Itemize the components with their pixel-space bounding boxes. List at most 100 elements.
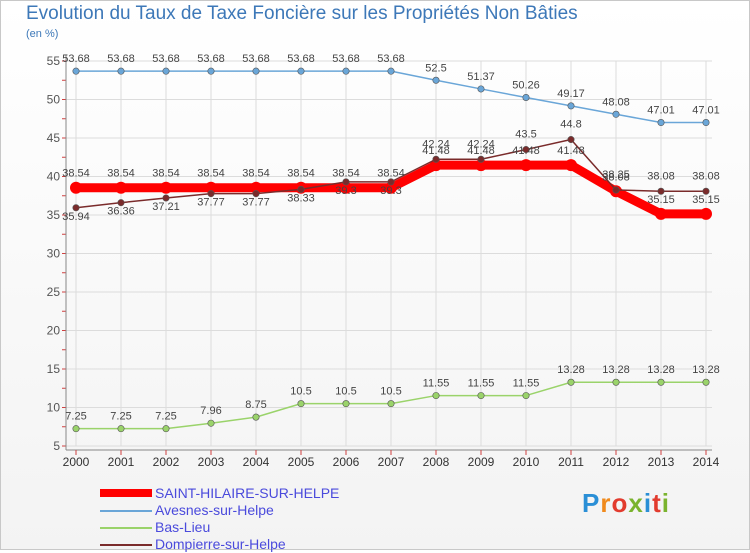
- data-label: 13.28: [557, 364, 585, 376]
- data-point: [702, 119, 710, 127]
- logo-letter: i: [661, 488, 670, 518]
- data-label: 38.54: [107, 168, 135, 180]
- data-label: 53.68: [242, 53, 270, 65]
- data-label: 7.96: [200, 405, 221, 417]
- data-point: [522, 392, 530, 400]
- data-label: 42.24: [467, 138, 495, 150]
- legend-swatch: [100, 544, 152, 546]
- data-label: 41.48: [422, 145, 450, 157]
- logo-letter: x: [628, 488, 644, 518]
- data-label: 38.54: [242, 168, 270, 180]
- data-point: [72, 425, 80, 433]
- data-label: 37.77: [242, 197, 270, 209]
- logo-letter: o: [611, 488, 629, 518]
- data-label: 41.48: [467, 145, 495, 157]
- data-point: [477, 155, 485, 163]
- data-label: 36.36: [107, 206, 135, 218]
- data-label: 35.15: [647, 194, 675, 206]
- data-label: 13.28: [647, 364, 675, 376]
- data-point: [612, 378, 620, 386]
- y-tick-label: 15: [47, 362, 61, 376]
- x-tick-label: 2000: [63, 455, 90, 469]
- data-point: [342, 67, 350, 75]
- data-point: [522, 146, 530, 154]
- data-point: [162, 194, 170, 202]
- data-label: 42.24: [422, 138, 450, 150]
- data-label: 38.54: [287, 168, 315, 180]
- x-tick-label: 2009: [468, 455, 495, 469]
- x-tick-label: 2001: [108, 455, 135, 469]
- x-tick-label: 2013: [648, 455, 675, 469]
- y-tick-label: 30: [47, 247, 61, 261]
- data-label: 53.68: [152, 53, 180, 65]
- data-point: [522, 93, 530, 101]
- data-label: 7.25: [155, 411, 176, 423]
- data-label: 35.94: [62, 211, 90, 223]
- x-tick-label: 2014: [693, 455, 720, 469]
- data-point: [387, 178, 395, 186]
- data-point: [567, 102, 575, 110]
- y-tick-label: 55: [47, 54, 61, 68]
- data-label: 53.68: [377, 53, 405, 65]
- data-point: [205, 181, 217, 194]
- data-label: 47.01: [692, 105, 720, 117]
- data-point: [162, 67, 170, 75]
- x-tick-label: 2005: [288, 455, 315, 469]
- y-tick-label: 10: [47, 401, 61, 415]
- data-point: [475, 159, 487, 172]
- data-label: 52.5: [425, 62, 446, 74]
- logo-letter: i: [643, 488, 653, 518]
- data-label: 53.68: [287, 53, 315, 65]
- data-label: 38.54: [197, 168, 225, 180]
- data-point: [207, 67, 215, 75]
- data-label: 38.25: [602, 169, 630, 181]
- data-label: 10.5: [335, 386, 356, 398]
- data-label: 11.55: [468, 378, 495, 390]
- data-label: 38.33: [287, 192, 315, 204]
- legend-label: SAINT-HILAIRE-SUR-HELPE: [155, 485, 340, 501]
- data-point: [657, 119, 665, 127]
- data-label: 38.54: [377, 168, 405, 180]
- proxiti-logo: Proxiti: [582, 488, 670, 519]
- data-point: [117, 67, 125, 75]
- data-label: 49.17: [557, 88, 585, 100]
- data-label: 13.28: [692, 364, 720, 376]
- data-point: [207, 419, 215, 427]
- data-point: [117, 425, 125, 433]
- data-point: [115, 181, 127, 194]
- legend-swatch: [100, 527, 152, 529]
- y-tick-label: 50: [47, 93, 61, 107]
- data-point: [612, 110, 620, 118]
- data-label: 43.5: [515, 129, 536, 141]
- x-tick-label: 2012: [603, 455, 630, 469]
- data-label: 11.55: [513, 378, 540, 390]
- data-label: 7.25: [65, 411, 86, 423]
- data-point: [297, 400, 305, 408]
- data-label: 11.55: [423, 378, 450, 390]
- x-tick-label: 2004: [243, 455, 270, 469]
- chart-unit-label: (en %): [26, 28, 59, 40]
- data-point: [297, 185, 305, 193]
- data-label: 37.77: [197, 197, 225, 209]
- data-label: 48.08: [602, 96, 630, 108]
- data-point: [162, 425, 170, 433]
- data-point: [117, 199, 125, 207]
- data-point: [252, 67, 260, 75]
- chart-title: Evolution du Taux de Taxe Foncière sur l…: [26, 3, 578, 24]
- x-tick-label: 2007: [378, 455, 405, 469]
- logo-letter: t: [652, 488, 662, 518]
- y-tick-label: 40: [47, 170, 61, 184]
- y-tick-label: 5: [53, 439, 60, 453]
- data-label: 47.01: [647, 105, 675, 117]
- y-tick-label: 20: [47, 324, 61, 338]
- data-label: 53.68: [62, 53, 90, 65]
- data-point: [432, 392, 440, 400]
- data-point: [612, 186, 620, 194]
- data-point: [432, 155, 440, 163]
- data-label: 7.25: [110, 411, 131, 423]
- data-label: 51.37: [467, 71, 495, 83]
- data-label: 10.5: [380, 386, 401, 398]
- x-tick-label: 2006: [333, 455, 360, 469]
- legend-label: Avesnes-sur-Helpe: [155, 502, 274, 518]
